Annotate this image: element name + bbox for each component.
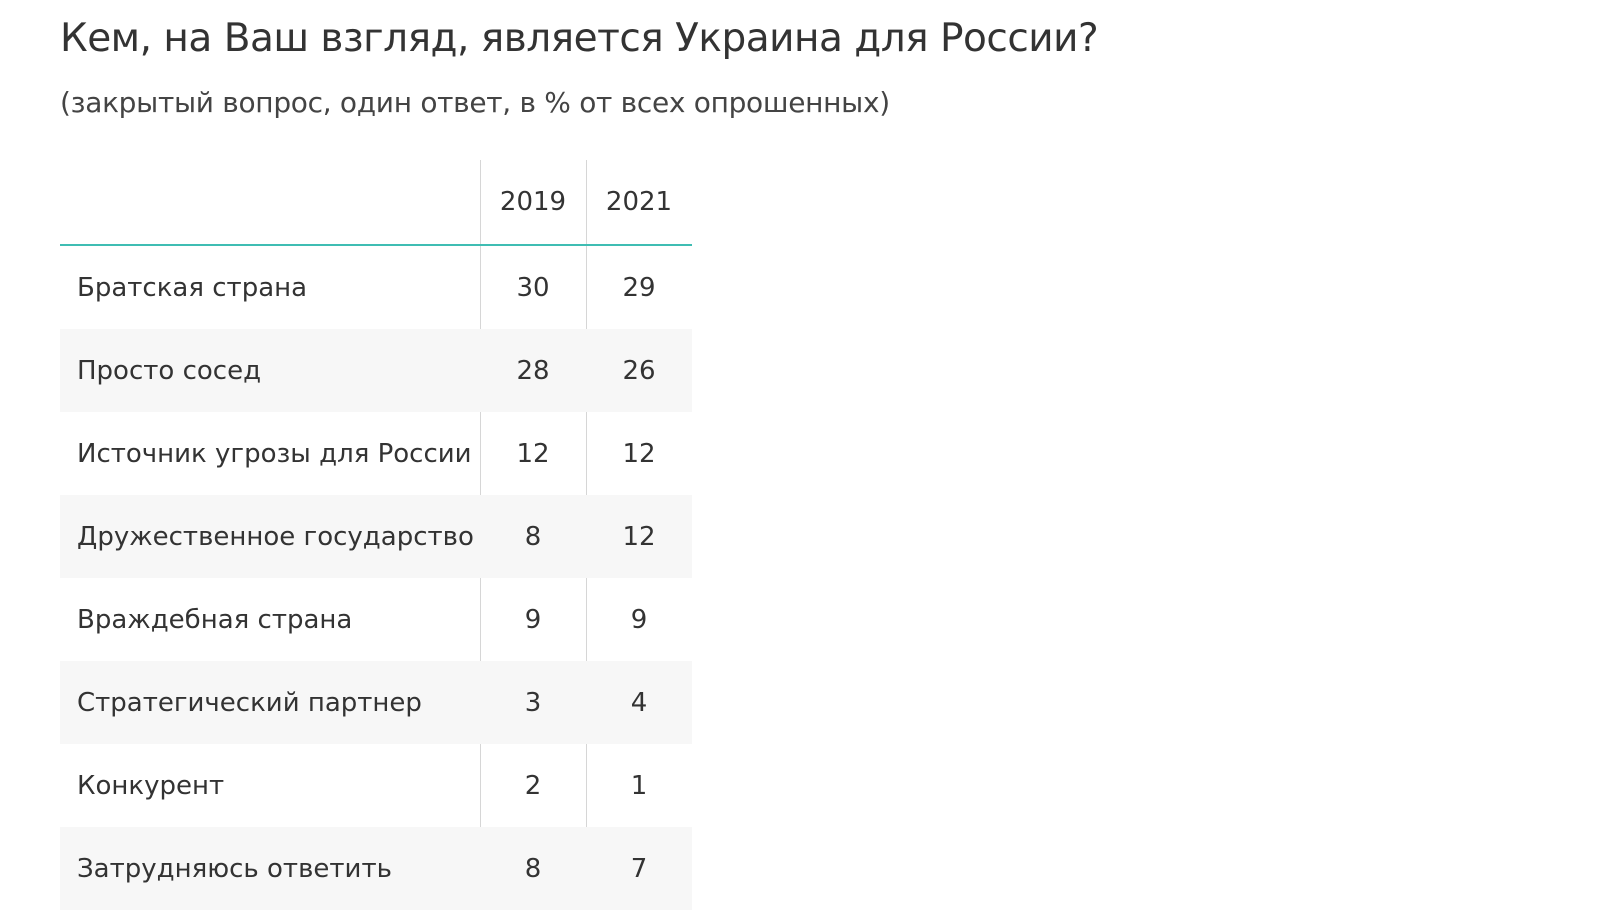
value-2019: 28 <box>516 355 550 386</box>
row-label: Конкурент <box>77 770 225 801</box>
value-2021: 7 <box>630 853 648 884</box>
row-label: Просто сосед <box>77 355 262 386</box>
table-row: Просто сосед 28 26 <box>60 329 692 412</box>
value-2019: 3 <box>524 687 542 718</box>
value-2021: 26 <box>622 355 656 386</box>
value-2021: 12 <box>622 521 656 552</box>
value-2021: 4 <box>630 687 648 718</box>
row-label: Братская страна <box>77 272 308 303</box>
row-label: Стратегический партнер <box>77 687 422 718</box>
value-2021: 29 <box>622 272 656 303</box>
value-2019: 8 <box>524 521 542 552</box>
chart-title: Кем, на Ваш взгляд, является Украина для… <box>60 16 1099 61</box>
table-header-row: 2019 2021 <box>60 160 692 246</box>
table-row: Затрудняюсь ответить 8 7 <box>60 827 692 910</box>
table-row: Братская страна 30 29 <box>60 246 692 329</box>
chart-subtitle: (закрытый вопрос, один ответ, в % от все… <box>60 86 890 119</box>
value-2019: 2 <box>524 770 542 801</box>
data-table: 2019 2021 Братская страна 30 29 Просто с… <box>60 160 692 910</box>
row-label: Затрудняюсь ответить <box>77 853 392 884</box>
value-2021: 9 <box>630 604 648 635</box>
table-row: Источник угрозы для России 12 12 <box>60 412 692 495</box>
value-2019: 8 <box>524 853 542 884</box>
table-row: Конкурент 2 1 <box>60 744 692 827</box>
value-2021: 1 <box>630 770 648 801</box>
column-header-2019: 2019 <box>499 187 567 217</box>
value-2021: 12 <box>622 438 656 469</box>
table-row: Дружественное государство 8 12 <box>60 495 692 578</box>
row-label: Источник угрозы для России <box>77 438 472 469</box>
row-label: Враждебная страна <box>77 604 353 635</box>
value-2019: 9 <box>524 604 542 635</box>
row-label: Дружественное государство <box>77 521 474 552</box>
table-row: Стратегический партнер 3 4 <box>60 661 692 744</box>
value-2019: 30 <box>516 272 550 303</box>
table-row: Враждебная страна 9 9 <box>60 578 692 661</box>
value-2019: 12 <box>516 438 550 469</box>
column-header-2021: 2021 <box>605 187 673 217</box>
